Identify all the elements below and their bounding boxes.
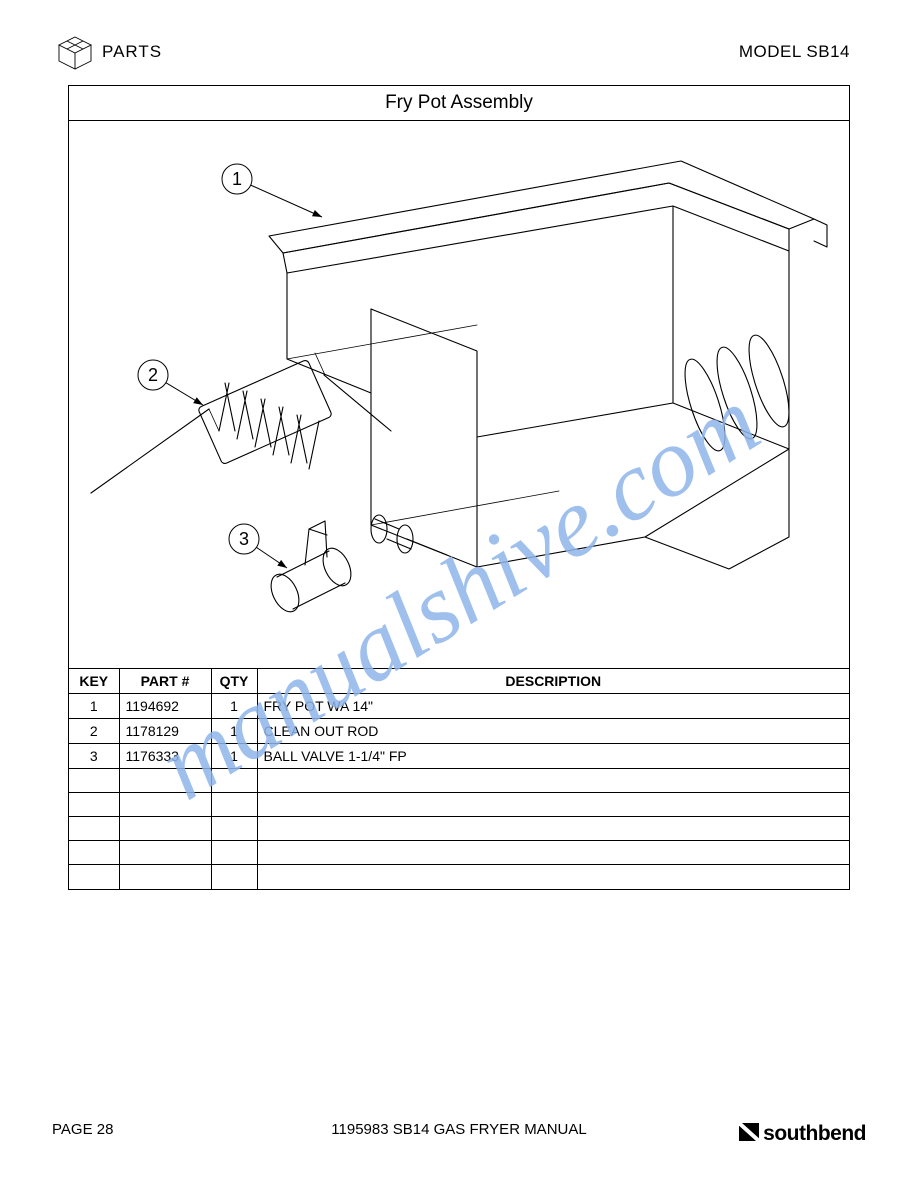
table-row: [69, 865, 849, 889]
section-heading: PARTS: [102, 42, 162, 62]
table-row: 211781291CLEAN OUT ROD: [69, 719, 849, 744]
table-row: [69, 841, 849, 865]
table-row: [69, 817, 849, 841]
diagram-area: 1 2 3: [69, 121, 849, 669]
model-heading: MODEL SB14: [739, 42, 850, 62]
content-frame: Fry Pot Assembly: [68, 85, 850, 890]
svg-text:1: 1: [232, 169, 242, 189]
manual-number: 1195983 SB14 GAS FRYER MANUAL: [331, 1121, 586, 1138]
brand-text: southbend: [763, 1122, 866, 1145]
table-row: 311763331BALL VALVE 1-1/4" FP: [69, 744, 849, 769]
col-header: PART #: [119, 669, 211, 694]
box-icon: [55, 35, 95, 78]
panel-title: Fry Pot Assembly: [69, 86, 849, 121]
brand-logo: southbend: [737, 1121, 866, 1146]
table-row: [69, 793, 849, 817]
table-row: 111946921FRY POT WA 14": [69, 694, 849, 719]
col-header: QTY: [211, 669, 257, 694]
col-header: KEY: [69, 669, 119, 694]
page-number: PAGE 28: [52, 1121, 113, 1138]
svg-text:2: 2: [148, 365, 158, 385]
parts-table: KEYPART #QTYDESCRIPTION 111946921FRY POT…: [69, 669, 849, 889]
col-header: DESCRIPTION: [257, 669, 849, 694]
table-row: [69, 769, 849, 793]
svg-text:3: 3: [239, 529, 249, 549]
